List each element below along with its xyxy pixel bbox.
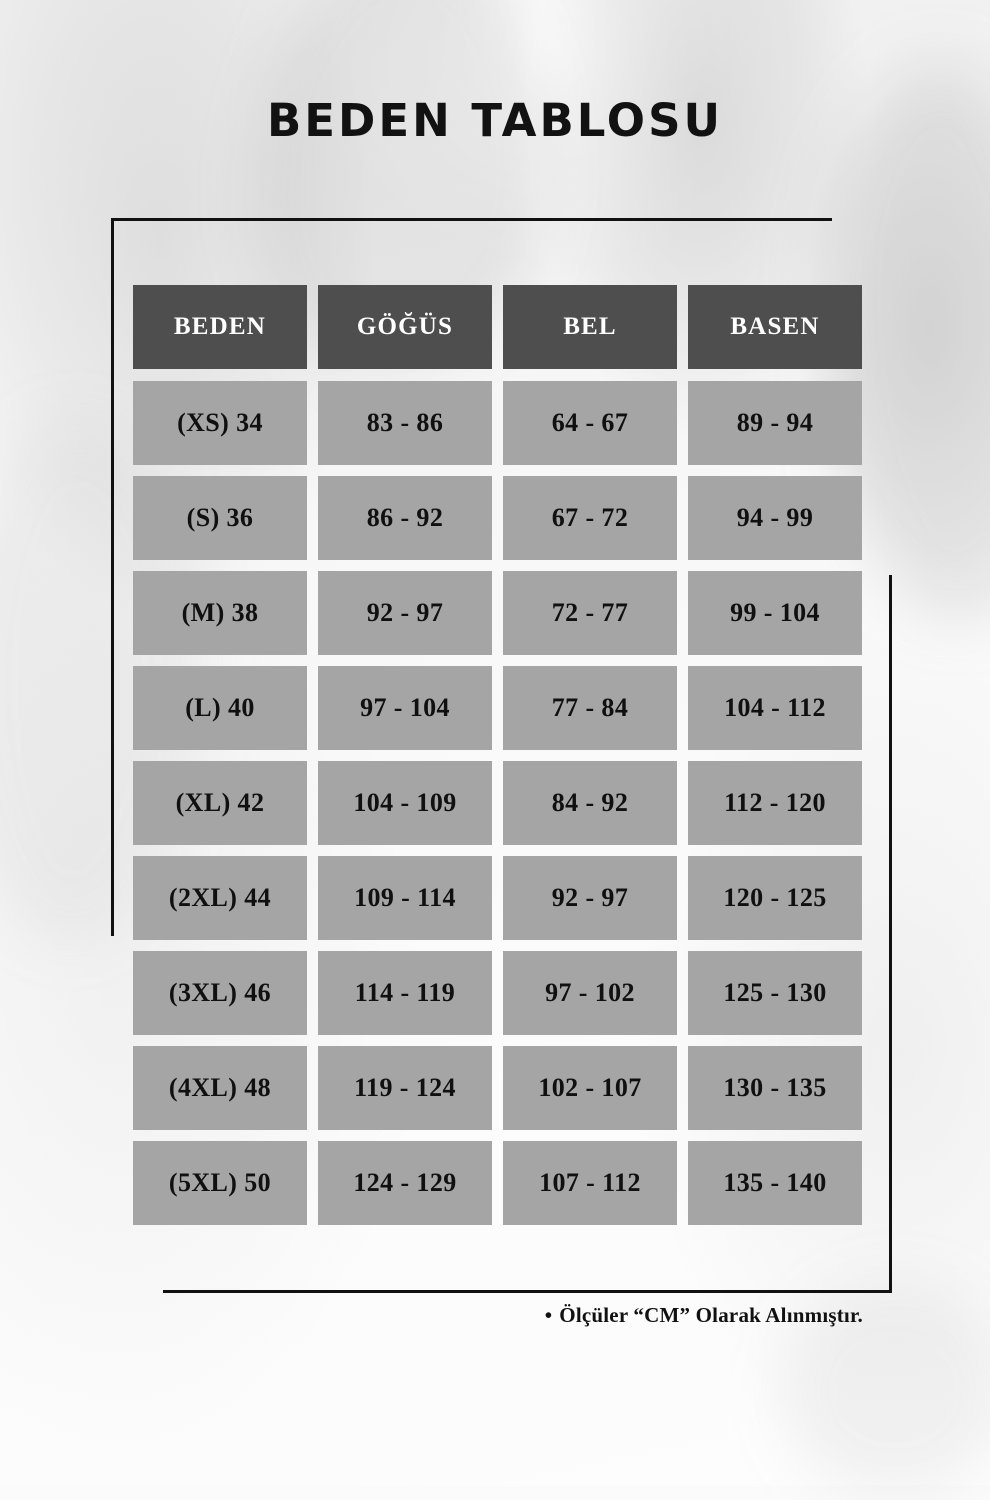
cell-waist: 64 - 67 (503, 381, 677, 465)
cell-chest: 114 - 119 (318, 951, 492, 1035)
cell-hip: 112 - 120 (688, 761, 862, 845)
column-header-beden: BEDEN (133, 285, 307, 369)
cell-chest: 109 - 114 (318, 856, 492, 940)
table-row: (2XL) 44 109 - 114 92 - 97 120 - 125 (133, 856, 863, 940)
cell-waist: 97 - 102 (503, 951, 677, 1035)
table-row: (3XL) 46 114 - 119 97 - 102 125 - 130 (133, 951, 863, 1035)
cell-hip: 130 - 135 (688, 1046, 862, 1130)
cell-waist: 77 - 84 (503, 666, 677, 750)
bracket-right-vertical-rule (889, 575, 892, 1293)
cell-size: (5XL) 50 (133, 1141, 307, 1225)
cell-size: (M) 38 (133, 571, 307, 655)
table-row: (4XL) 48 119 - 124 102 - 107 130 - 135 (133, 1046, 863, 1130)
page-title: BEDEN TABLOSU (266, 94, 724, 147)
column-header-gogus: GÖĞÜS (318, 285, 492, 369)
bracket-left-vertical-rule (111, 218, 114, 936)
column-header-basen: BASEN (688, 285, 862, 369)
bracket-top-horizontal-rule (111, 218, 832, 221)
cell-size: (S) 36 (133, 476, 307, 560)
cell-hip: 94 - 99 (688, 476, 862, 560)
bracket-bottom-horizontal-rule (163, 1290, 892, 1293)
cell-chest: 119 - 124 (318, 1046, 492, 1130)
table-row: (5XL) 50 124 - 129 107 - 112 135 - 140 (133, 1141, 863, 1225)
column-header-bel: BEL (503, 285, 677, 369)
table-row: (XL) 42 104 - 109 84 - 92 112 - 120 (133, 761, 863, 845)
unit-note: • Ölçüler “CM” Olarak Alınmıştır. (133, 1303, 863, 1328)
unit-note-text: Ölçüler “CM” Olarak Alınmıştır. (559, 1303, 863, 1327)
cell-waist: 102 - 107 (503, 1046, 677, 1130)
cell-size: (XS) 34 (133, 381, 307, 465)
table-header-row: BEDEN GÖĞÜS BEL BASEN (133, 285, 863, 369)
cell-hip: 125 - 130 (688, 951, 862, 1035)
cell-size: (2XL) 44 (133, 856, 307, 940)
table-row: (L) 40 97 - 104 77 - 84 104 - 112 (133, 666, 863, 750)
cell-chest: 92 - 97 (318, 571, 492, 655)
cell-hip: 120 - 125 (688, 856, 862, 940)
cell-hip: 135 - 140 (688, 1141, 862, 1225)
table-row: (S) 36 86 - 92 67 - 72 94 - 99 (133, 476, 863, 560)
cell-size: (4XL) 48 (133, 1046, 307, 1130)
cell-size: (3XL) 46 (133, 951, 307, 1035)
cell-hip: 104 - 112 (688, 666, 862, 750)
cell-chest: 97 - 104 (318, 666, 492, 750)
cell-waist: 84 - 92 (503, 761, 677, 845)
size-table: BEDEN GÖĞÜS BEL BASEN (XS) 34 83 - 86 64… (133, 285, 863, 1236)
cell-chest: 104 - 109 (318, 761, 492, 845)
background-shape-d (780, 1280, 990, 1500)
bullet-icon: • (544, 1303, 553, 1327)
cell-hip: 89 - 94 (688, 381, 862, 465)
cell-waist: 107 - 112 (503, 1141, 677, 1225)
table-row: (XS) 34 83 - 86 64 - 67 89 - 94 (133, 381, 863, 465)
cell-hip: 99 - 104 (688, 571, 862, 655)
cell-chest: 124 - 129 (318, 1141, 492, 1225)
cell-chest: 86 - 92 (318, 476, 492, 560)
cell-waist: 67 - 72 (503, 476, 677, 560)
cell-chest: 83 - 86 (318, 381, 492, 465)
cell-waist: 92 - 97 (503, 856, 677, 940)
cell-size: (XL) 42 (133, 761, 307, 845)
cell-waist: 72 - 77 (503, 571, 677, 655)
table-row: (M) 38 92 - 97 72 - 77 99 - 104 (133, 571, 863, 655)
cell-size: (L) 40 (133, 666, 307, 750)
